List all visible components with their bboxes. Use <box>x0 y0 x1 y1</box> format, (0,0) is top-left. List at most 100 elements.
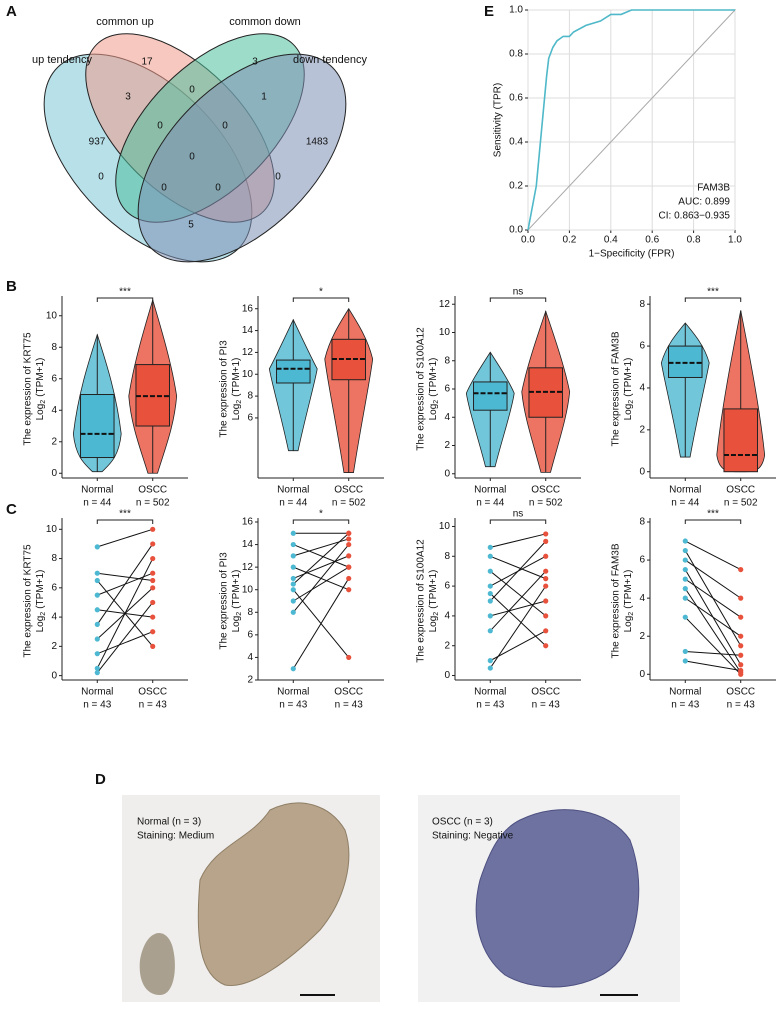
point <box>487 590 493 597</box>
point <box>290 575 296 582</box>
y-tick-label: 0 <box>51 670 57 681</box>
sig-bracket <box>96 519 154 524</box>
point <box>94 651 100 657</box>
panel-letter: B <box>6 278 17 295</box>
n-label: n = 44 <box>83 498 112 509</box>
point <box>346 541 352 548</box>
x-tick-label: OSCC <box>531 687 560 698</box>
y-axis-label: Log2 (TPM+1) <box>35 358 47 421</box>
y-tick-label: 12 <box>439 299 451 310</box>
label-part: (TPM+1) <box>231 570 242 609</box>
y-tick-label: 4 <box>51 405 57 416</box>
region-count: 0 <box>189 152 195 163</box>
point <box>290 553 296 559</box>
y-axis-label: Log2 (TPM+1) <box>428 358 440 421</box>
y-tick-label: 2 <box>51 641 57 652</box>
region-count: 0 <box>161 183 167 194</box>
point <box>290 530 296 536</box>
point <box>290 541 296 548</box>
pair-line <box>96 580 154 647</box>
y-axis-label: The expression of FAM3B <box>611 331 622 446</box>
y-tick-label: 10 <box>439 327 451 338</box>
y-tick-label: 4 <box>247 652 253 663</box>
x-tick-label: Normal <box>474 485 506 496</box>
y-tick-label: 6 <box>639 555 645 566</box>
n-label: n = 502 <box>332 498 366 509</box>
label-sub: 2 <box>433 612 440 616</box>
y-tick-label: 16 <box>242 303 254 314</box>
pair-line <box>292 532 350 585</box>
set-label: up tendency <box>32 54 92 66</box>
point <box>150 643 156 649</box>
label-part: Log <box>35 616 46 633</box>
y-tick-label: 10 <box>242 584 254 595</box>
region-count: 5 <box>188 220 194 231</box>
point <box>543 576 549 582</box>
point <box>487 583 493 589</box>
x-tick-label: 0.0 <box>521 235 535 246</box>
n-label: n = 44 <box>476 498 505 509</box>
tissue <box>475 809 640 988</box>
tissue <box>139 933 175 995</box>
x-tick-label: OSCC <box>726 485 755 496</box>
x-tick-label: Normal <box>81 687 113 698</box>
y-tick-label: 8 <box>51 553 57 564</box>
label-part: Log <box>623 404 634 421</box>
label-part: (TPM+1) <box>35 570 46 609</box>
pair-line <box>684 569 742 666</box>
n-label: n = 43 <box>335 700 364 711</box>
point <box>150 570 156 576</box>
point <box>543 643 549 649</box>
label-part: Log <box>35 404 46 421</box>
region-count: 0 <box>189 85 195 96</box>
point <box>150 541 156 547</box>
pair-line <box>293 566 349 602</box>
point <box>487 628 493 634</box>
sig-bracket <box>684 519 742 524</box>
label-part: Log <box>623 616 634 633</box>
image-caption: OSCC (n = 3) <box>432 817 493 828</box>
legend-text: CI: 0.863−0.935 <box>659 211 731 222</box>
panel-letter: E <box>484 3 494 20</box>
point <box>487 568 493 574</box>
y-axis-label: Log2 (TPM+1) <box>231 570 243 633</box>
ihc-normal: Normal (n = 3) Staining: Medium <box>122 795 380 1002</box>
x-axis-label: 1−Specificity (FPR) <box>589 249 675 260</box>
tissue <box>197 802 350 987</box>
y-axis-label: Log2 (TPM+1) <box>623 570 635 633</box>
y-axis-label: Log2 (TPM+1) <box>428 570 440 633</box>
y-tick-label: 14 <box>242 539 254 550</box>
point <box>94 636 100 642</box>
y-axis-label: The expression of PI3 <box>219 552 230 650</box>
point <box>682 557 688 563</box>
point <box>487 598 493 604</box>
n-label: n = 43 <box>279 700 308 711</box>
point <box>738 614 744 620</box>
y-tick-label: 0 <box>639 466 645 477</box>
x-tick-label: Normal <box>669 687 701 698</box>
y-tick-label: 2 <box>639 424 645 435</box>
point <box>543 583 549 589</box>
region-count: 1483 <box>306 137 329 148</box>
label-sub: 2 <box>628 612 635 616</box>
point <box>543 553 549 559</box>
box <box>276 359 311 384</box>
y-tick-label: 10 <box>242 369 254 380</box>
sig-bracket <box>489 519 547 524</box>
y-tick-label: 6 <box>51 582 57 593</box>
point <box>290 581 296 587</box>
point <box>738 643 744 649</box>
y-tick-label: 14 <box>242 325 254 336</box>
point <box>543 568 549 574</box>
set-label: common down <box>229 16 301 28</box>
point <box>150 629 156 635</box>
pair-line <box>490 630 546 662</box>
y-tick-label: 4 <box>639 383 645 394</box>
y-tick-label: 4 <box>444 412 450 423</box>
sig-label: *** <box>119 287 131 298</box>
point <box>682 614 688 620</box>
legend-text: AUC: 0.899 <box>678 197 730 208</box>
sig-bracket <box>96 297 154 302</box>
y-tick-label: 2 <box>444 440 450 451</box>
y-tick-label: 10 <box>46 310 58 321</box>
